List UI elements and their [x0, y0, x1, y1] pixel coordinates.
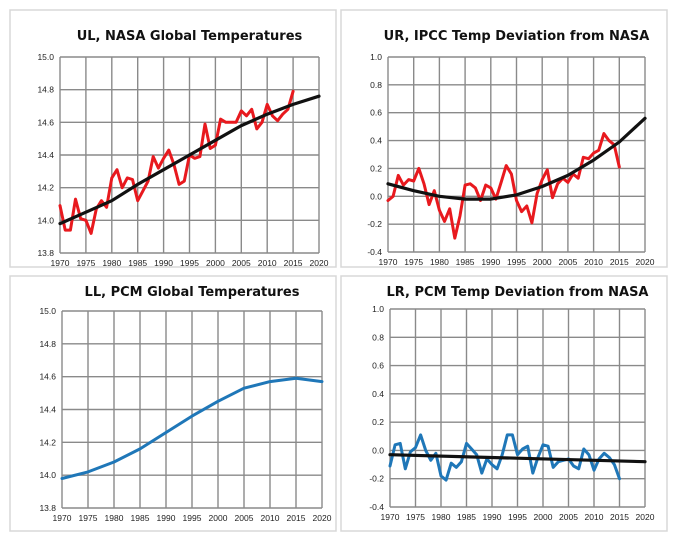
- x-tick-label: 2010: [584, 257, 603, 267]
- x-tick-label: 1990: [481, 257, 500, 267]
- x-tick-label: 2000: [209, 513, 228, 523]
- x-tick-label: 1980: [105, 513, 124, 523]
- x-tick-label: 1970: [53, 513, 72, 523]
- x-tick-label: 1980: [102, 258, 121, 268]
- x-tick-label: 1970: [379, 257, 398, 267]
- panel-frame: [9, 275, 337, 532]
- y-tick-label: 14.4: [39, 405, 56, 415]
- y-tick-label: 13.8: [37, 248, 54, 258]
- x-tick-label: 2020: [313, 513, 332, 523]
- y-tick-label: -0.4: [369, 502, 384, 512]
- y-tick-label: 0.2: [370, 163, 382, 173]
- x-tick-label: 1975: [76, 258, 95, 268]
- y-tick-label: 1.0: [372, 304, 384, 314]
- x-tick-label: 1995: [508, 512, 527, 522]
- panel-frame: [340, 275, 668, 532]
- y-tick-label: 14.4: [37, 150, 54, 160]
- y-tick-label: 13.8: [39, 503, 56, 513]
- y-tick-label: 0.8: [372, 332, 384, 342]
- y-tick-label: 0.6: [372, 361, 384, 371]
- x-tick-label: 1975: [404, 257, 423, 267]
- y-tick-label: 0.2: [372, 417, 384, 427]
- panel-frame: [340, 9, 668, 268]
- x-tick-label: 2005: [235, 513, 254, 523]
- y-tick-label: 14.0: [37, 215, 54, 225]
- x-tick-label: 2005: [232, 258, 251, 268]
- x-tick-label: 1990: [483, 512, 502, 522]
- x-tick-label: 2000: [534, 512, 553, 522]
- x-tick-label: 1995: [507, 257, 526, 267]
- x-tick-label: 2015: [287, 513, 306, 523]
- x-tick-label: 1985: [457, 512, 476, 522]
- y-tick-label: 14.8: [39, 339, 56, 349]
- x-tick-label: 1975: [79, 513, 98, 523]
- y-tick-label: 0.4: [370, 136, 382, 146]
- x-tick-label: 2010: [261, 513, 280, 523]
- y-tick-label: -0.2: [367, 219, 382, 229]
- panel-ll: LL, PCM Global Temperatures 1970 1975 1980 1…: [9, 275, 337, 532]
- chart-title: LR, PCM Temp Deviation from NASA: [387, 285, 649, 300]
- panel-ur: UR, IPCC Temp Deviation from NASA 1970 197…: [340, 9, 668, 268]
- x-tick-label: 2005: [558, 257, 577, 267]
- x-tick-label: 1995: [180, 258, 199, 268]
- x-tick-label: 1980: [432, 512, 451, 522]
- x-tick-label: 2020: [636, 512, 655, 522]
- x-tick-label: 2005: [559, 512, 578, 522]
- x-tick-label: 2000: [533, 257, 552, 267]
- x-tick-label: 2015: [284, 258, 303, 268]
- x-tick-label: 2010: [258, 258, 277, 268]
- chart-title: UL, NASA Global Temperatures: [77, 29, 303, 44]
- y-tick-label: -0.4: [367, 247, 382, 257]
- y-tick-label: 14.6: [39, 372, 56, 382]
- y-tick-label: 14.0: [39, 470, 56, 480]
- x-tick-label: 2010: [585, 512, 604, 522]
- y-tick-label: 14.8: [37, 85, 54, 95]
- y-tick-label: 0.0: [370, 191, 382, 201]
- x-tick-label: 1970: [51, 258, 70, 268]
- y-tick-label: -0.2: [369, 474, 384, 484]
- y-tick-label: 1.0: [370, 52, 382, 62]
- x-tick-label: 1990: [157, 513, 176, 523]
- trend-line: [388, 453, 647, 464]
- x-tick-label: 1980: [430, 257, 449, 267]
- y-tick-label: 14.2: [37, 183, 54, 193]
- x-tick-label: 2000: [206, 258, 225, 268]
- y-tick-label: 0.8: [370, 80, 382, 90]
- x-tick-label: 1985: [456, 257, 475, 267]
- chart-title: UR, IPCC Temp Deviation from NASA: [384, 29, 650, 44]
- panel-frame: [9, 9, 337, 268]
- x-tick-label: 1970: [381, 512, 400, 522]
- x-tick-label: 1985: [128, 258, 147, 268]
- x-tick-label: 2015: [610, 257, 629, 267]
- y-tick-label: 15.0: [39, 306, 56, 316]
- y-tick-label: 14.2: [39, 437, 56, 447]
- y-tick-label: 0.0: [372, 445, 384, 455]
- x-tick-label: 1985: [131, 513, 150, 523]
- trend-line: [386, 116, 647, 201]
- series-line: [60, 376, 324, 480]
- x-tick-label: 2020: [310, 258, 329, 268]
- x-tick-label: 1975: [406, 512, 425, 522]
- y-tick-label: 14.6: [37, 117, 54, 127]
- trend-line: [58, 94, 321, 226]
- y-tick-label: 0.6: [370, 108, 382, 118]
- panel-lr: LR, PCM Temp Deviation from NASA 1970 1975…: [340, 275, 668, 532]
- y-tick-label: 0.4: [372, 389, 384, 399]
- panel-ul: UL, NASA Global Temperatures 1970 1975 1980…: [9, 9, 337, 268]
- chart-title: LL, PCM Global Temperatures: [85, 285, 300, 300]
- x-tick-label: 1990: [154, 258, 173, 268]
- x-tick-label: 2015: [610, 512, 629, 522]
- y-tick-label: 15.0: [37, 52, 54, 62]
- x-tick-label: 1995: [183, 513, 202, 523]
- x-tick-label: 2020: [636, 257, 655, 267]
